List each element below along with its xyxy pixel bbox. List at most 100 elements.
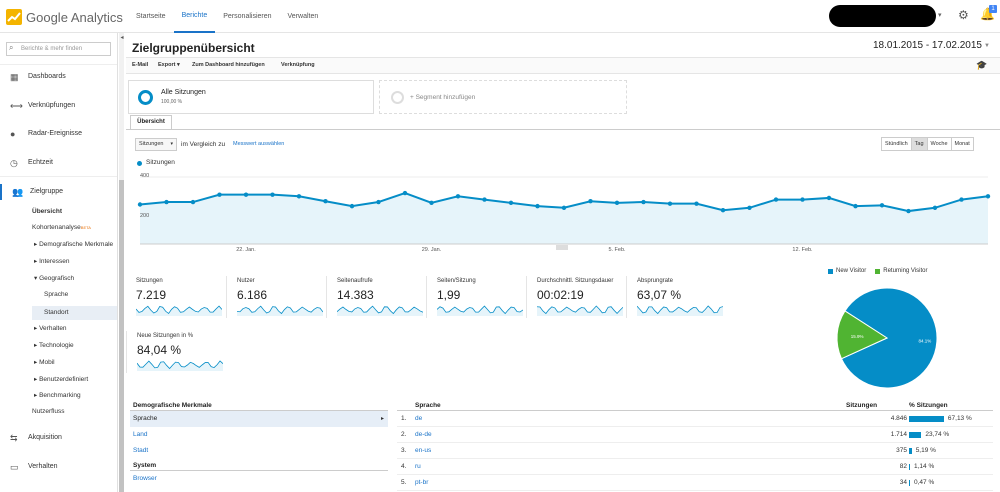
granularity-hourly-button[interactable]: Stündlich [881, 137, 912, 151]
legend-new-visitor[interactable]: New Visitor [828, 268, 866, 274]
metric-tile[interactable]: Durchschnittl. Sitzungsdauer 00:02:19 [526, 276, 626, 318]
shortcut-button[interactable]: Verknüpfung [281, 62, 315, 68]
people-icon: 👥 [12, 187, 24, 197]
row-language-link[interactable]: ru [415, 463, 421, 470]
chevron-down-icon[interactable]: ▼ [984, 43, 990, 49]
tab-uebersicht[interactable]: Übersicht [130, 115, 172, 129]
metric-tile[interactable]: Absprungrate 63,07 % [626, 276, 726, 318]
data-point [349, 203, 355, 209]
sparkline [537, 305, 623, 316]
row-language-link[interactable]: de [415, 415, 423, 422]
sidebar-sub-geografisch[interactable]: ▾ Geografisch [34, 275, 75, 282]
row-percent: 67,13 % [947, 415, 972, 422]
system-row-browser[interactable]: Browser [133, 475, 157, 482]
table-row[interactable]: 5. pt-br 34 0,47 % [397, 475, 993, 491]
chevron-down-icon[interactable]: ▾ [938, 12, 942, 19]
metric-value: 14.383 [337, 288, 374, 302]
export-button[interactable]: Export ▾ [158, 62, 180, 68]
metric-tile[interactable]: Seiten/Sitzung 1,99 [426, 276, 526, 318]
sidebar-item-akquisition[interactable]: ⇆ Akquisition [0, 430, 117, 446]
sidebar-item-zielgruppe[interactable]: 👥 Zielgruppe [0, 184, 117, 200]
tab-personalisieren[interactable]: Personalisieren [223, 13, 272, 20]
move-icon: ⇆ [10, 433, 18, 443]
sparkline-fill [137, 361, 223, 371]
sidebar-item-verknuepfungen[interactable]: ⟷ Verknüpfungen [0, 98, 117, 114]
metric-label: Seitenaufrufe [337, 278, 373, 284]
metric-label: Sitzungen [136, 278, 163, 284]
sparkline [136, 305, 222, 316]
sprache-table: Sprache Sitzungen % Sitzungen 1. de 4.846 6… [397, 400, 993, 491]
tab-verwalten[interactable]: Verwalten [287, 13, 319, 20]
metric-tile[interactable]: Sitzungen 7.219 [126, 276, 226, 318]
graduation-cap-icon[interactable]: 🎓 [976, 60, 988, 70]
tab-berichte[interactable]: Berichte [173, 0, 216, 33]
sidebar-item-dashboards[interactable]: ▦ Dashboards [0, 69, 117, 85]
legend-returning-visitor[interactable]: Returning Visitor [875, 268, 927, 274]
date-range-picker[interactable]: 18.01.2015 - 17.02.2015 [873, 40, 982, 51]
sparkline-line [637, 305, 723, 315]
report-toolbar: E-Mail Export ▾ Zum Dashboard hinzufügen… [126, 57, 1000, 74]
segment-all-sessions[interactable]: Alle Sitzungen 100,00 % [128, 80, 374, 114]
sparkline-line [137, 360, 223, 370]
analytics-logo[interactable]: Google Analytics [6, 8, 123, 26]
row-language-link[interactable]: en-us [415, 447, 432, 454]
sidebar-item-radar[interactable]: ● Radar-Ereignisse [0, 126, 117, 142]
metric-value: 00:02:19 [537, 288, 584, 302]
data-point [959, 197, 964, 202]
sidebar-sub-kohortenanalyse[interactable]: KohortenanalyseBETA [32, 224, 91, 231]
col-sitzungen[interactable]: Sitzungen [846, 402, 878, 409]
metric-value: 7.219 [136, 288, 167, 302]
sidebar-sub-mobil[interactable]: ▸ Mobil [34, 359, 55, 366]
sparkline-line [237, 305, 323, 315]
search-input[interactable]: Berichte & mehr finden [6, 42, 111, 56]
metric-tile[interactable]: Neue Sitzungen in % 84,04 % [126, 331, 226, 373]
granularity-week-button[interactable]: Woche [926, 137, 952, 151]
table-row[interactable]: 3. en-us 375 5,19 % [397, 443, 993, 459]
sparkline [237, 305, 323, 316]
metric-label: Absprungrate [637, 278, 674, 284]
sidebar-item-verhalten[interactable]: ▭ Verhalten [0, 459, 117, 475]
add-segment-button[interactable]: + Segment hinzufügen [379, 80, 627, 114]
account-selector[interactable] [829, 5, 936, 27]
sidebar-sub-demografie[interactable]: ▸ Demografische Merkmale [34, 241, 114, 248]
tab-startseite[interactable]: Startseite [136, 13, 166, 20]
x-tick-label: 12. Feb. [792, 247, 813, 253]
granularity-month-button[interactable]: Monat [950, 137, 974, 151]
data-point [614, 200, 620, 206]
sidebar-sub-nutzerfluss[interactable]: Nutzerfluss [32, 408, 65, 415]
sidebar-sub-technologie[interactable]: ▸ Technologie [34, 342, 74, 349]
system-header: System [130, 460, 388, 471]
sidebar-sub-benchmarking[interactable]: ▸ Benchmarking [34, 392, 81, 399]
metric-select[interactable]: Sitzungen ▾ [135, 138, 177, 151]
sidebar-sub-interessen[interactable]: ▸ Interessen [34, 258, 70, 265]
col-sprache[interactable]: Sprache [415, 402, 441, 409]
sidebar-sub-sprache[interactable]: Sprache [44, 291, 69, 298]
metric-tile[interactable]: Nutzer 6.186 [226, 276, 326, 318]
sidebar-sub-benutzerdefiniert[interactable]: ▸ Benutzerdefiniert [34, 376, 89, 383]
col-pct-sitzungen[interactable]: % Sitzungen [909, 402, 948, 409]
demografie-row-land[interactable]: Land [133, 431, 148, 438]
divider [0, 176, 117, 177]
gear-icon[interactable]: ⚙ [958, 8, 969, 22]
y-tick-label: 200 [140, 213, 149, 219]
demografie-row-stadt[interactable]: Stadt [133, 447, 149, 454]
sidebar-sub-uebersicht[interactable]: Übersicht [32, 208, 62, 215]
table-row[interactable]: 4. ru 82 1,14 % [397, 459, 993, 475]
email-button[interactable]: E-Mail [132, 62, 149, 68]
share-bar [909, 464, 910, 470]
table-row[interactable]: 1. de 4.846 67,13 % [397, 411, 993, 427]
sidebar-scrollbar-thumb[interactable] [119, 180, 124, 492]
sidebar-sub-verhalten[interactable]: ▸ Verhalten [34, 325, 67, 332]
granularity-day-button[interactable]: Tag [910, 137, 928, 151]
add-to-dashboard-button[interactable]: Zum Dashboard hinzufügen [192, 62, 265, 68]
collapse-sidebar-icon[interactable]: ◂ [120, 35, 124, 41]
row-language-link[interactable]: de-de [415, 431, 432, 438]
resize-handle[interactable] [556, 245, 568, 250]
sidebar-item-echtzeit[interactable]: ◷ Echtzeit [0, 155, 117, 171]
table-row[interactable]: 2. de-de 1.714 23,74 % [397, 427, 993, 443]
select-metric-link[interactable]: Messwert auswählen [233, 141, 285, 147]
sidebar-sub-standort[interactable]: Standort [32, 306, 117, 320]
metric-tile[interactable]: Seitenaufrufe 14.383 [326, 276, 426, 318]
row-language-link[interactable]: pt-br [415, 479, 429, 486]
demografie-row-sprache[interactable]: Sprache ▸ [130, 411, 388, 427]
